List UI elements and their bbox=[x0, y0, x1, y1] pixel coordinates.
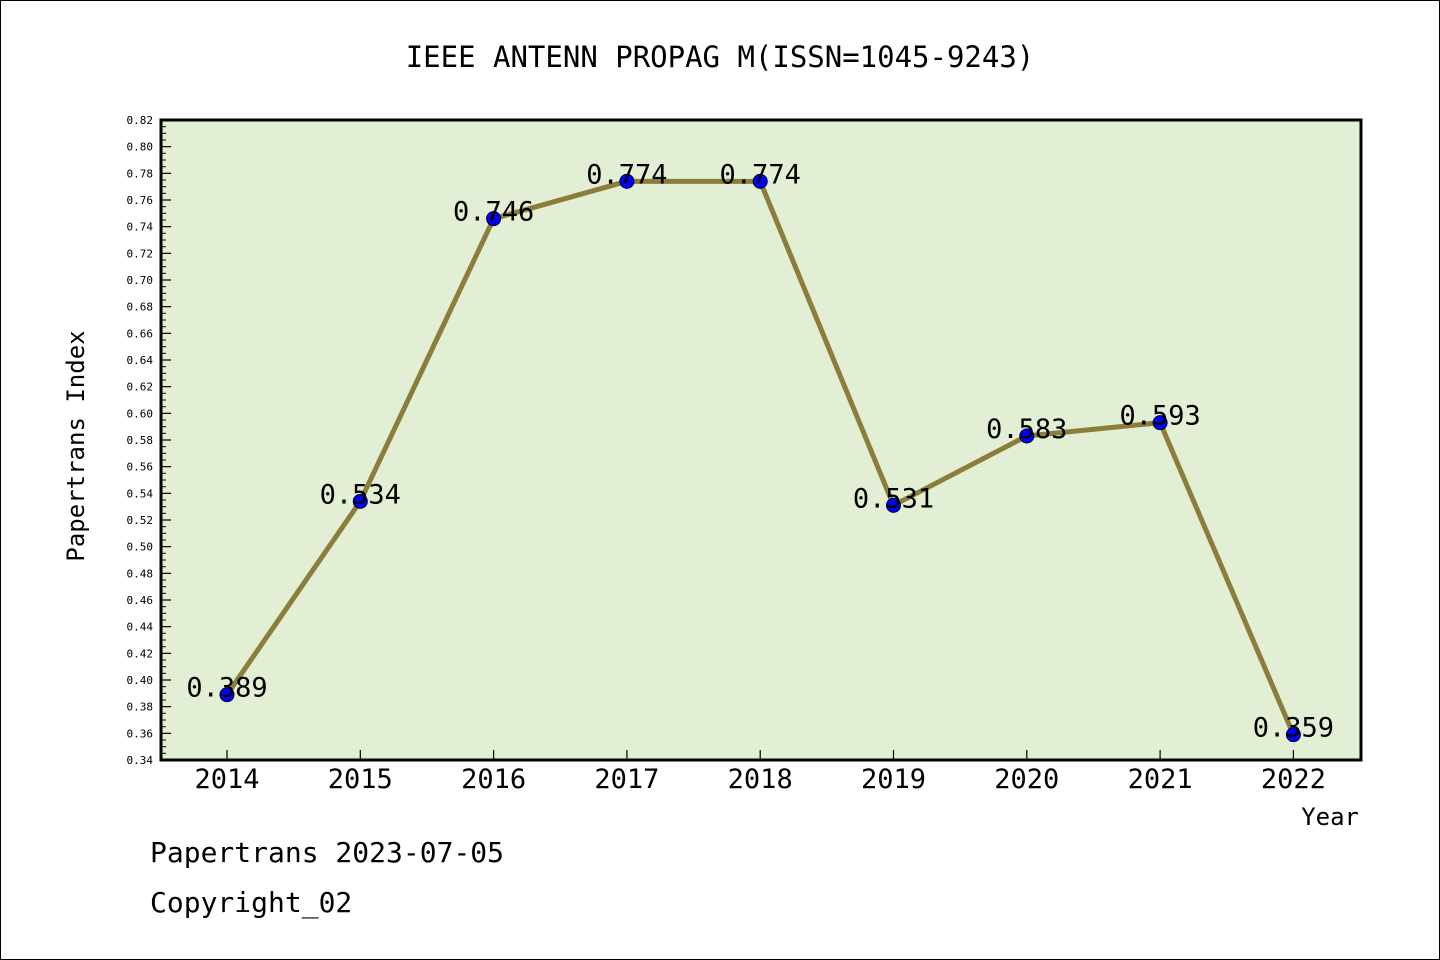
y-tick-label: 0.64 bbox=[127, 354, 154, 367]
y-tick-label: 0.72 bbox=[127, 247, 154, 260]
data-label: 0.593 bbox=[1119, 401, 1200, 432]
data-label: 0.746 bbox=[453, 197, 534, 228]
data-point bbox=[1285, 727, 1301, 743]
data-label: 0.359 bbox=[1253, 713, 1334, 744]
data-point bbox=[1152, 415, 1168, 431]
y-tick-label: 0.42 bbox=[127, 647, 154, 660]
data-point bbox=[1019, 428, 1035, 444]
y-tick-label: 0.52 bbox=[127, 514, 154, 527]
y-tick-label: 0.62 bbox=[127, 381, 154, 394]
y-axis-label: Papertrans Index bbox=[62, 330, 90, 561]
data-point bbox=[219, 687, 235, 703]
y-tick-label: 0.40 bbox=[127, 674, 154, 687]
x-tick-label: 2019 bbox=[861, 764, 926, 795]
y-tick-label: 0.76 bbox=[127, 194, 154, 207]
y-tick-label: 0.36 bbox=[127, 727, 154, 740]
series-markers bbox=[219, 173, 1301, 743]
data-point bbox=[352, 493, 368, 509]
y-axis: 0.34 0.36 0.38 0.40 0.42 0.44 0.46 0.48 0.50 0.52… bbox=[127, 114, 171, 767]
data-point bbox=[752, 173, 768, 189]
plot-area bbox=[159, 118, 1363, 762]
chart-title: IEEE ANTENN PROPAG M(ISSN=1045-9243) bbox=[406, 40, 1035, 74]
y-tick-label: 0.70 bbox=[127, 274, 154, 287]
x-tick-label: 2016 bbox=[461, 764, 526, 795]
x-tick-label: 2015 bbox=[328, 764, 393, 795]
y-tick-label: 0.74 bbox=[127, 221, 154, 234]
y-tick-label: 0.44 bbox=[127, 621, 154, 634]
data-label: 0.389 bbox=[186, 673, 267, 704]
data-label: 0.534 bbox=[320, 479, 401, 510]
y-tick-label: 0.82 bbox=[127, 114, 154, 127]
y-tick-label: 0.58 bbox=[127, 434, 154, 447]
y-tick-label: 0.38 bbox=[127, 701, 154, 714]
data-point bbox=[486, 211, 502, 227]
x-axis-label: Year bbox=[1301, 803, 1359, 831]
data-label: 0.531 bbox=[853, 483, 934, 514]
y-tick-label: 0.48 bbox=[127, 567, 154, 580]
y-tick-label: 0.78 bbox=[127, 167, 154, 180]
data-point bbox=[619, 173, 635, 189]
data-label: 0.774 bbox=[720, 159, 801, 190]
x-tick-label: 2020 bbox=[994, 764, 1059, 795]
data-labels: 0.389 0.534 0.746 0.774 0.774 0.531 0.583 0.593… bbox=[186, 159, 1334, 743]
x-axis: 2014 2015 2016 2017 2018 2019 2020 2021 2022 bbox=[194, 750, 1326, 795]
y-tick-label: 0.66 bbox=[127, 327, 154, 340]
y-tick-label: 0.80 bbox=[127, 141, 154, 154]
x-tick-label: 2018 bbox=[728, 764, 793, 795]
y-tick-label: 0.68 bbox=[127, 301, 154, 314]
x-tick-label: 2017 bbox=[594, 764, 659, 795]
footer-copyright: Copyright_02 bbox=[150, 886, 353, 919]
y-tick-label: 0.54 bbox=[127, 487, 154, 500]
y-tick-label: 0.46 bbox=[127, 594, 154, 607]
x-tick-label: 2014 bbox=[194, 764, 259, 795]
footer-date: Papertrans 2023-07-05 bbox=[150, 836, 505, 869]
y-tick-label: 0.34 bbox=[127, 754, 154, 767]
y-tick-label: 0.60 bbox=[127, 407, 154, 420]
x-tick-label: 2022 bbox=[1261, 764, 1326, 795]
x-tick-label: 2021 bbox=[1128, 764, 1193, 795]
data-label: 0.583 bbox=[986, 414, 1067, 445]
y-tick-label: 0.56 bbox=[127, 461, 154, 474]
data-point bbox=[886, 497, 901, 513]
y-tick-label: 0.50 bbox=[127, 541, 154, 554]
data-label: 0.774 bbox=[586, 159, 667, 190]
